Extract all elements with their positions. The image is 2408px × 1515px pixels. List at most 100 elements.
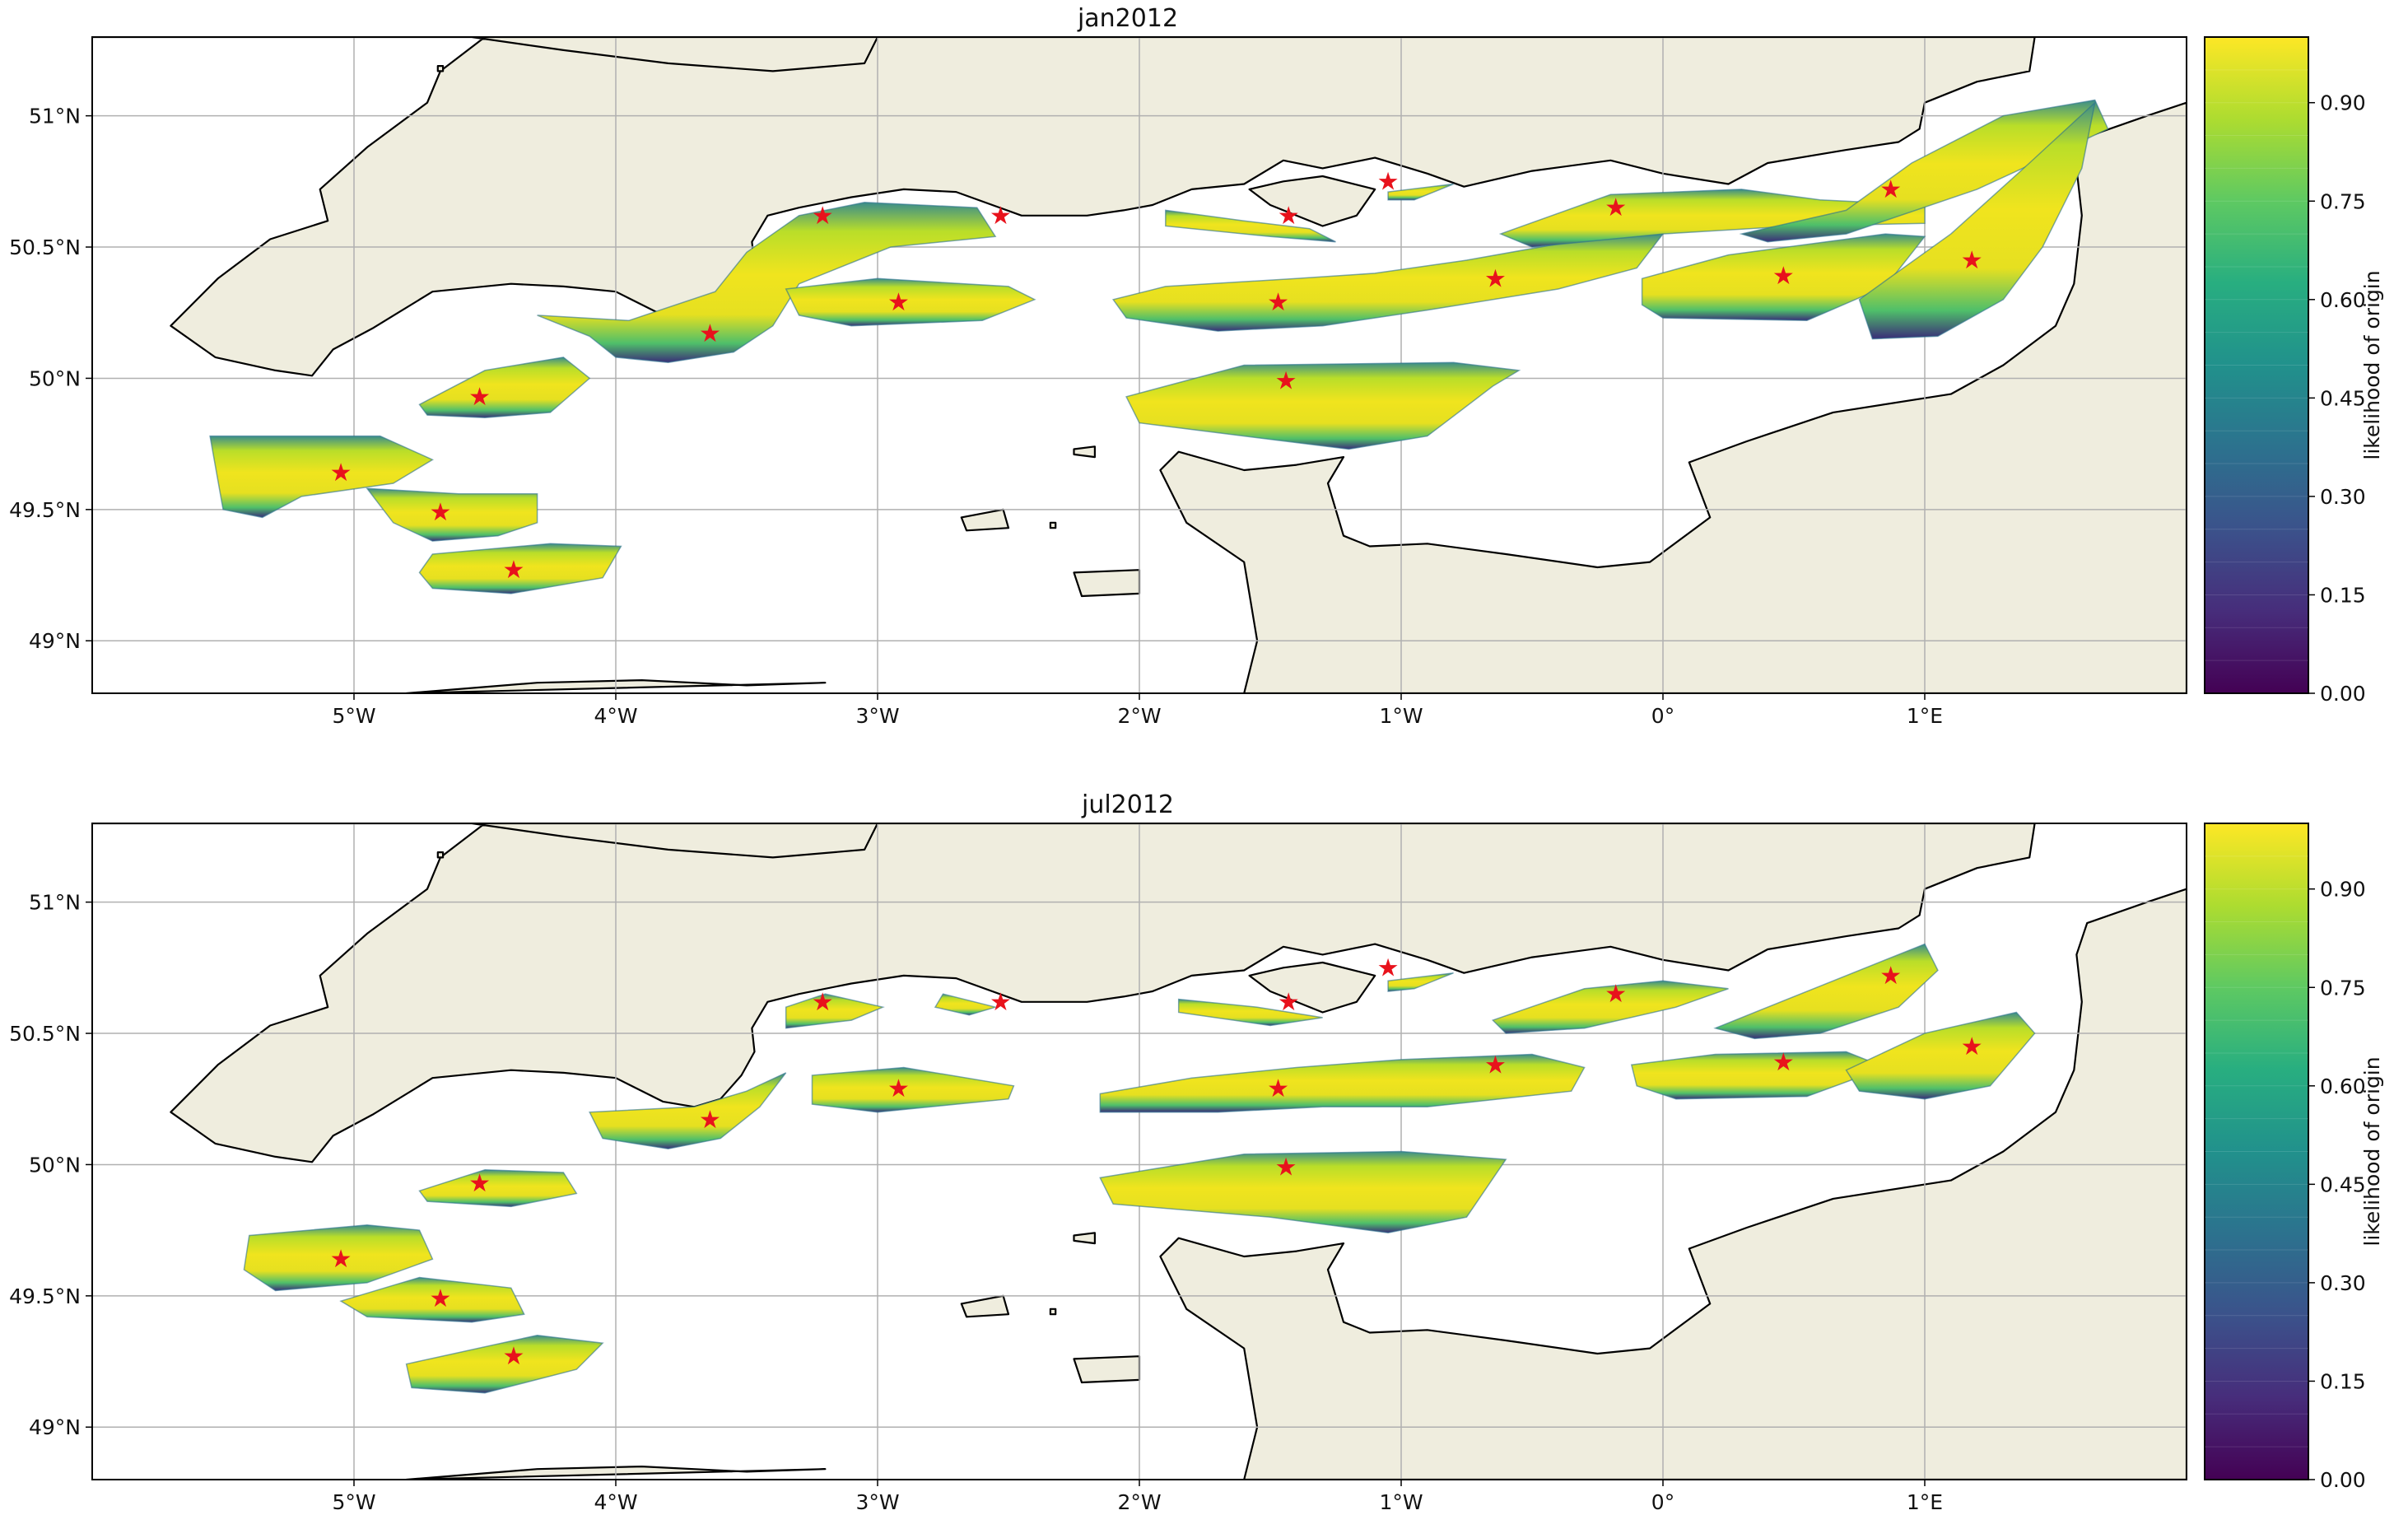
lat-tick-label: 50°N bbox=[29, 366, 81, 390]
lat-tick-label: 51°N bbox=[29, 105, 81, 128]
release-site-marker: ★ bbox=[812, 988, 834, 1017]
island bbox=[1073, 1232, 1096, 1245]
release-sites: ★ ★ ★ ★ ★ ★ ★ ★ ★ ★ ★ ★ ★ ★ ★ ★ ★ bbox=[330, 167, 1983, 585]
release-site-marker: ★ bbox=[503, 556, 525, 585]
origin-plume bbox=[1491, 980, 1729, 1034]
release-site-marker: ★ bbox=[1484, 1051, 1507, 1079]
colorbar-tick-label: 0.15 bbox=[2320, 583, 2366, 607]
colorbar-tick-label: 0.45 bbox=[2320, 1172, 2366, 1196]
release-site-marker: ★ bbox=[699, 319, 721, 348]
release-site-marker: ★ bbox=[1267, 288, 1289, 317]
lat-tick-label: 49°N bbox=[29, 1415, 81, 1439]
colorbar-label: likelihood of origin bbox=[2360, 270, 2384, 459]
map-title: jan2012 bbox=[1077, 4, 1178, 33]
landmass-isle-of-wight bbox=[1248, 175, 1376, 227]
lon-tick-label: 1°E bbox=[1907, 1490, 1943, 1514]
origin-plume bbox=[243, 1224, 434, 1292]
release-site-marker: ★ bbox=[1377, 167, 1400, 196]
origin-plume bbox=[785, 993, 885, 1029]
origin-plume bbox=[366, 487, 538, 542]
colorbar-tick-label: 0.45 bbox=[2320, 386, 2366, 410]
origin-plume bbox=[1165, 209, 1336, 243]
release-site-marker: ★ bbox=[1961, 1033, 1983, 1061]
origin-plume bbox=[537, 202, 997, 364]
release-site-marker: ★ bbox=[1772, 1048, 1795, 1077]
release-site-marker: ★ bbox=[1377, 953, 1400, 982]
release-site-marker: ★ bbox=[330, 459, 352, 487]
colorbar-tick-label: 0.90 bbox=[2320, 878, 2366, 902]
lat-tick-label: 49°N bbox=[29, 629, 81, 653]
origin-plume bbox=[1387, 183, 1454, 201]
landmass-france bbox=[1159, 101, 2187, 693]
island bbox=[436, 851, 445, 859]
origin-plume bbox=[418, 357, 591, 419]
release-site-marker: ★ bbox=[1484, 264, 1507, 293]
island bbox=[960, 1294, 1010, 1318]
land-layer bbox=[92, 823, 2187, 1480]
land-layer bbox=[92, 37, 2187, 693]
colorbar-label: likelihood of origin bbox=[2360, 1056, 2384, 1246]
colorbar: likelihood of origin 0.00 0.15 0.30 0.45 0.6… bbox=[2204, 823, 2384, 1492]
release-site-marker: ★ bbox=[1772, 262, 1795, 291]
lon-tick-label: 3°W bbox=[855, 1490, 899, 1514]
island bbox=[1049, 521, 1057, 529]
origin-plume bbox=[418, 543, 622, 594]
origin-plume bbox=[1099, 1150, 1507, 1234]
lat-tick-label: 49.5°N bbox=[9, 498, 81, 522]
lat-tick-label: 51°N bbox=[29, 891, 81, 915]
colorbar-tick-label: 0.75 bbox=[2320, 189, 2366, 213]
map-title: jul2012 bbox=[1081, 790, 1174, 819]
lat-tick-label: 50.5°N bbox=[9, 1022, 81, 1046]
island bbox=[1073, 445, 1096, 459]
origin-plume bbox=[589, 1072, 787, 1150]
colorbar-gradient bbox=[2204, 823, 2309, 1480]
axis-ticks: 5°W 4°W 3°W 2°W 1°W 0° 1°E 51°N 50.5°N 50°N 49.5°N… bbox=[9, 891, 1943, 1514]
release-site-marker: ★ bbox=[429, 498, 451, 527]
release-site-marker: ★ bbox=[812, 202, 834, 231]
lon-tick-label: 0° bbox=[1651, 704, 1674, 728]
island bbox=[1073, 569, 1141, 598]
release-site-marker: ★ bbox=[429, 1284, 451, 1313]
lon-tick-label: 1°E bbox=[1907, 704, 1943, 728]
release-site-marker: ★ bbox=[990, 988, 1012, 1017]
lon-tick-label: 2°W bbox=[1117, 704, 1161, 728]
colorbar-tick-label: 0.60 bbox=[2320, 1074, 2366, 1098]
release-site-marker: ★ bbox=[1605, 193, 1627, 222]
island bbox=[1073, 1355, 1141, 1384]
origin-plume bbox=[1111, 233, 1665, 332]
origin-plume bbox=[1630, 1051, 1888, 1100]
colorbar-tick-label: 0.30 bbox=[2320, 485, 2366, 509]
origin-plume bbox=[418, 1169, 578, 1208]
colorbar-tick-label: 0.60 bbox=[2320, 288, 2366, 312]
lon-tick-label: 5°W bbox=[332, 704, 375, 728]
lon-tick-label: 4°W bbox=[594, 704, 637, 728]
origin-plume bbox=[1177, 998, 1323, 1027]
origin-plume bbox=[1845, 1011, 2036, 1100]
lon-tick-label: 1°W bbox=[1379, 704, 1423, 728]
colorbar-tick-label: 0.00 bbox=[2320, 1468, 2366, 1492]
origin-plume bbox=[811, 1066, 1015, 1113]
release-site-marker: ★ bbox=[887, 288, 910, 317]
lon-tick-label: 0° bbox=[1651, 1490, 1674, 1514]
landmass-england bbox=[92, 823, 2036, 1163]
lat-tick-label: 49.5°N bbox=[9, 1284, 81, 1308]
release-sites: ★ ★ ★ ★ ★ ★ ★ ★ ★ ★ ★ ★ ★ ★ ★ ★ ★ bbox=[330, 953, 1983, 1371]
origin-plume bbox=[405, 1334, 604, 1394]
release-site-marker: ★ bbox=[1605, 980, 1627, 1009]
map-panel-jul2012: jul2012 ★ ★ ★ ★ ★ ★ ★ ★ ★ ★ ★ ★ ★ ★ ★ ★ ★ 5°W 4°W 3°W 2°W 1°… bbox=[9, 790, 2384, 1514]
lon-tick-label: 5°W bbox=[332, 1490, 375, 1514]
release-site-marker: ★ bbox=[1961, 246, 1983, 275]
origin-plume bbox=[1099, 1053, 1586, 1113]
release-site-marker: ★ bbox=[330, 1245, 352, 1274]
landmass-isle-of-wight bbox=[1248, 961, 1376, 1014]
origin-plume bbox=[1713, 943, 1939, 1040]
colorbar-tick-label: 0.15 bbox=[2320, 1369, 2366, 1393]
release-site-marker: ★ bbox=[1267, 1074, 1289, 1103]
origin-likelihood-plumes bbox=[209, 99, 2109, 594]
lon-tick-label: 1°W bbox=[1379, 1490, 1423, 1514]
release-site-marker: ★ bbox=[990, 202, 1012, 231]
colorbar-tick-label: 0.00 bbox=[2320, 682, 2366, 706]
lon-tick-label: 4°W bbox=[594, 1490, 637, 1514]
